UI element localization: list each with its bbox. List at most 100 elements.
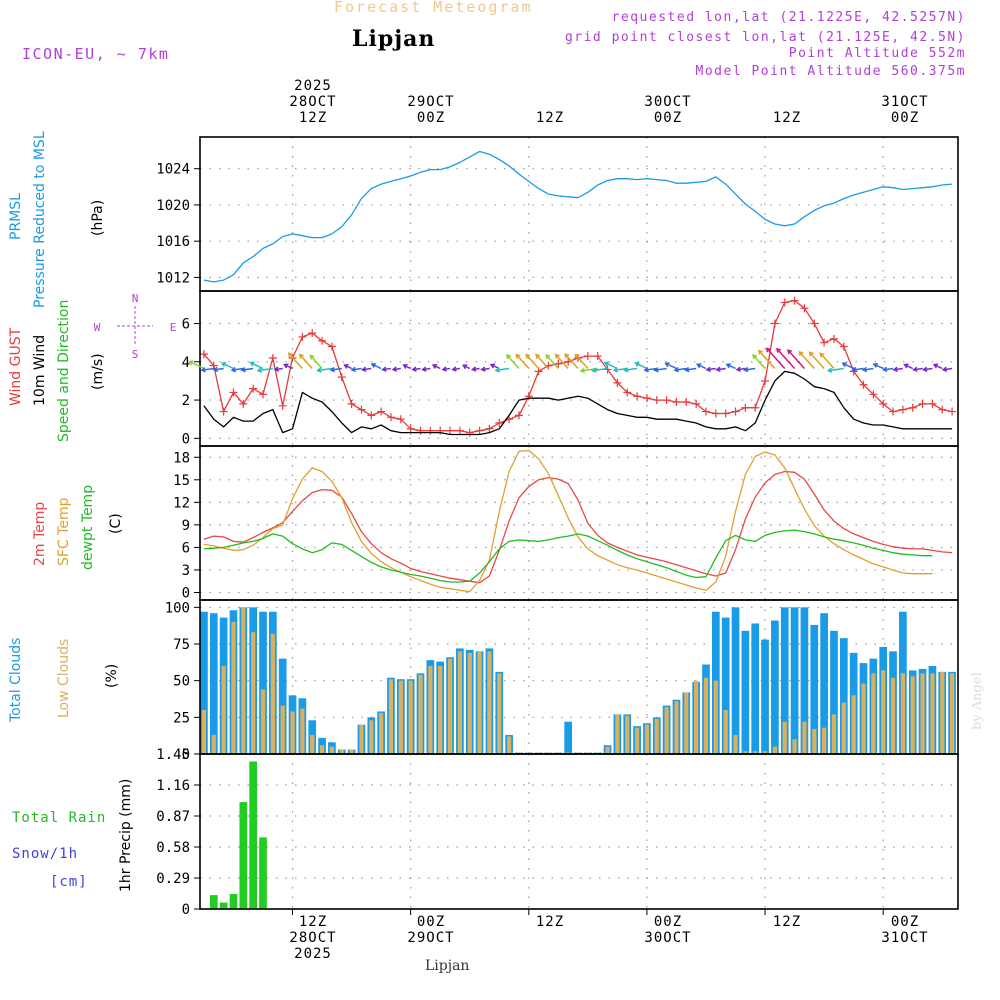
low-cloud-bar (792, 739, 797, 754)
wind-arrow-head (273, 366, 279, 372)
wind-arrow-head (591, 367, 597, 373)
gust-marker (396, 415, 405, 424)
wind-arrow (525, 354, 540, 369)
gust-marker (761, 376, 770, 385)
wind-arrow-head (743, 366, 749, 373)
bottom-date-2: 12Z (535, 914, 565, 930)
gust-marker (692, 399, 701, 408)
wind-arrow-head (851, 366, 857, 373)
pressure-ytick-label: 1020 (156, 198, 190, 214)
wind-arrow-head (922, 366, 928, 373)
wind-arrow-head (370, 362, 376, 368)
wind-arrow (221, 362, 234, 370)
wind-arrow-head (776, 347, 782, 353)
low-cloud-bar (910, 676, 915, 754)
gust-marker (465, 428, 474, 437)
low-cloud-bar (369, 720, 374, 754)
rain-bar (209, 895, 218, 909)
low-cloud-bar (625, 715, 630, 754)
wind-arrow (490, 363, 500, 370)
gust-marker (219, 407, 228, 416)
low-cloud-bar (280, 705, 285, 754)
gust-marker (928, 399, 937, 408)
gust-marker (337, 373, 346, 382)
total-cloud-bar (564, 721, 573, 754)
wind-arrow-head (200, 367, 206, 373)
wind-arrow-head (932, 363, 939, 369)
wind-arrow (744, 367, 756, 371)
gust-marker (672, 397, 681, 406)
rain-total-label: Total Rain (12, 810, 107, 826)
wind-arrow-head (872, 362, 879, 368)
wind-arrow (214, 367, 224, 371)
gust-marker (889, 407, 898, 416)
wind-arrow-head (861, 366, 868, 373)
low-cloud-bar (949, 673, 955, 754)
low-cloud-bar (900, 673, 905, 754)
low-cloud-bar (684, 692, 689, 754)
bottom-date-5: 00Z 31OCT (881, 914, 929, 946)
low-cloud-bar (438, 666, 443, 754)
wind-arrow (564, 353, 579, 369)
gust-marker (682, 397, 691, 406)
low-cloud-bar (457, 651, 462, 754)
wind-frame (199, 290, 959, 447)
wind-arrow-head (329, 366, 336, 373)
wind-arrow-head (471, 366, 477, 372)
compass-e-label: E (170, 321, 177, 334)
low-cloud-bar (674, 701, 679, 754)
pressure-ytick-label: 1012 (156, 270, 190, 286)
temperature-line-dewpt-temp (203, 529, 933, 583)
temperature-ytick-label: 6 (182, 540, 190, 556)
total-cloud-bar (780, 607, 789, 754)
low-cloud-bar (890, 677, 896, 754)
temperature-line-sfc-temp (203, 449, 933, 593)
low-cloud-bar (733, 734, 738, 754)
low-cloud-bar (802, 721, 807, 754)
wind-arrow (893, 367, 903, 371)
wind-arrow (201, 367, 214, 371)
wind-arrow-head (826, 367, 833, 373)
low-cloud-bar (703, 677, 709, 754)
precip-ytick-label: 1.45 (156, 747, 190, 763)
wind-arrow (809, 351, 825, 369)
low-cloud-bar (221, 666, 226, 754)
wind-ytick-label: 2 (182, 393, 190, 409)
gust-marker (721, 409, 730, 418)
wind-arrow-head (515, 353, 521, 359)
precip-ytick-label: 0.29 (156, 871, 190, 887)
rain-bar (219, 902, 228, 909)
gust-marker (259, 390, 268, 399)
low-cloud-bar (940, 671, 945, 754)
gust-marker (436, 426, 445, 435)
gust-marker (347, 399, 356, 408)
gust-marker (948, 407, 957, 416)
low-cloud-bar (487, 651, 492, 754)
gust-marker (209, 361, 218, 370)
wind-arrow-head (505, 353, 512, 360)
wind-arrow (752, 354, 766, 369)
gust-marker (869, 390, 878, 399)
top-date-2: 12Z (535, 110, 565, 126)
wind-arrow-head (564, 353, 570, 359)
low-cloud-bar (743, 751, 748, 754)
rain-bar (249, 761, 257, 909)
clouds-ytick-label: 0 (182, 747, 190, 763)
wind-arrow-head (882, 366, 888, 373)
wind-arrow (776, 348, 796, 369)
low-cloud-bar (359, 724, 364, 754)
gust-marker (820, 338, 829, 347)
top-date-1: 29OCT 00Z (407, 94, 455, 126)
low-cloud-bar (772, 746, 778, 754)
low-cloud-bar (260, 689, 266, 754)
clouds-ytick-label: 25 (173, 710, 190, 726)
wind-arrow (863, 367, 874, 371)
wind-arrow-head (283, 363, 289, 369)
compass-w-label: W (94, 321, 101, 334)
low-cloud-bar (477, 651, 482, 754)
low-cloud-bar (447, 658, 453, 754)
gust-marker (278, 401, 287, 410)
wind-ytick-label: 6 (182, 317, 190, 333)
total-cloud-bar (731, 607, 740, 754)
